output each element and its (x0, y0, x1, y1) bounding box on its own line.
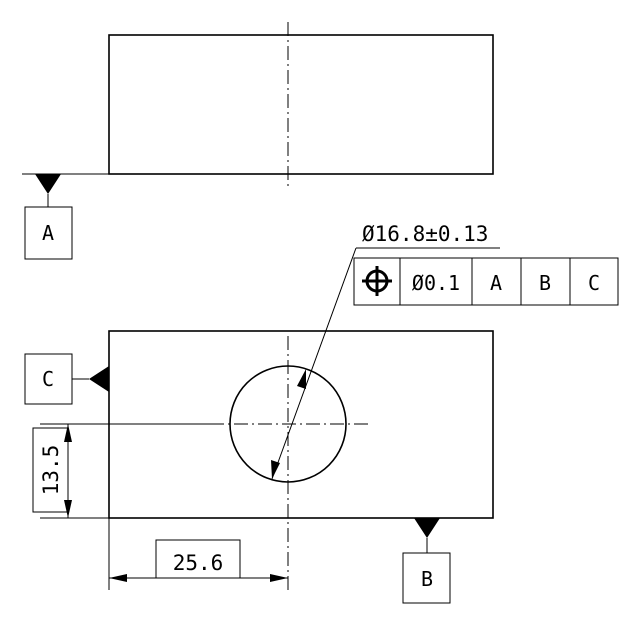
fcf-tolerance: Ø0.1 (412, 271, 460, 295)
hole-diameter-value: Ø16.8±0.13 (362, 222, 488, 246)
horizontal-dim-arrow-right (270, 574, 288, 582)
feature-control-frame: Ø0.1 A B C (353, 257, 619, 306)
datum-b-triangle (414, 518, 440, 538)
datum-a-label: A (42, 221, 54, 245)
vertical-dim-box (32, 427, 69, 513)
top-view: A (22, 22, 494, 260)
front-view: C B 13.5 25.6 Ø16.8±0.13 (24, 222, 500, 604)
horizontal-dim-box (155, 539, 241, 579)
fcf-datum-1: A (490, 271, 502, 295)
diameter-leader-line (271, 247, 357, 480)
diameter-arrow-top (297, 369, 306, 389)
datum-c-label: C (42, 367, 54, 391)
datum-a-triangle (35, 174, 61, 194)
fcf-datum-2: B (539, 271, 551, 295)
vertical-dim-value: 13.5 (39, 445, 63, 496)
horizontal-dim-value: 25.6 (173, 551, 224, 575)
datum-b-box (402, 552, 451, 604)
top-view-outline (108, 34, 494, 175)
datum-b-label: B (421, 567, 433, 591)
datum-c-triangle (89, 366, 109, 392)
horizontal-dim-arrow-left (109, 574, 127, 582)
diameter-arrow-bottom (271, 460, 280, 479)
fcf-datum-3: C (588, 271, 600, 295)
datum-c-box (24, 353, 73, 405)
position-icon (362, 266, 392, 296)
fcf-outline (353, 257, 619, 306)
datum-a-box (24, 206, 73, 260)
